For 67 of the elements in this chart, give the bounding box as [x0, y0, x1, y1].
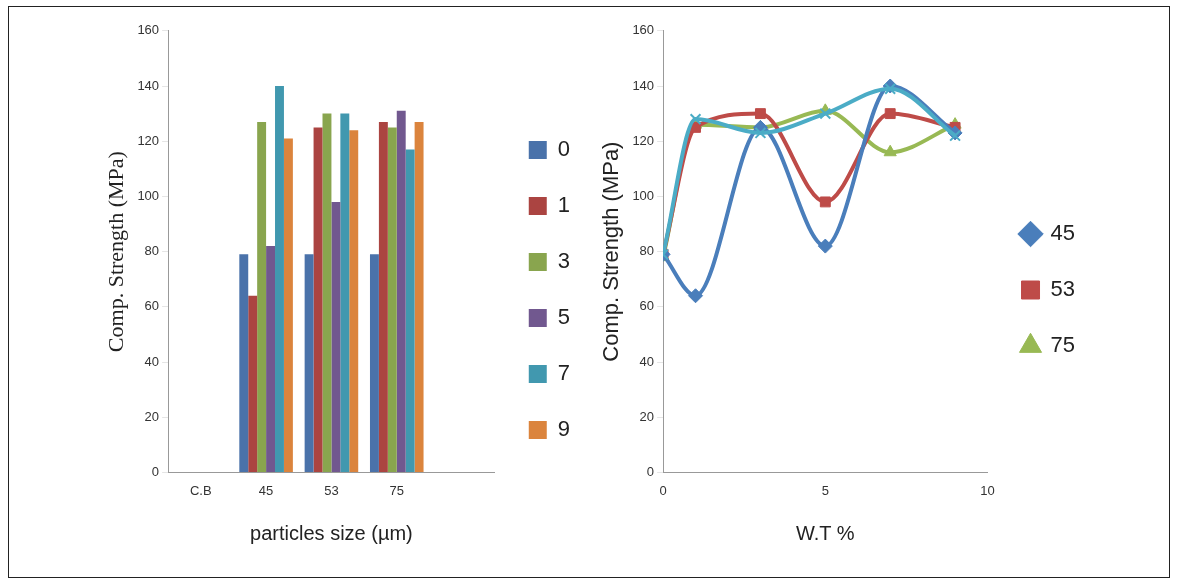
y-tick-label: 120 [137, 132, 160, 148]
legend-label: 1 [557, 192, 571, 218]
y-tick-label: 120 [632, 132, 655, 148]
y-tick-label: 20 [639, 408, 655, 424]
y-tick-label: 140 [632, 77, 655, 93]
legend-label: 53 [1050, 276, 1076, 302]
bar [340, 113, 350, 472]
point [754, 108, 766, 120]
legend-label: 3 [557, 248, 571, 274]
y-axis-title: Comp. Strength (MPa) [102, 151, 128, 353]
legend-label: 0 [557, 136, 571, 162]
y-tick-label: 80 [639, 243, 655, 259]
point [884, 108, 896, 120]
y-tick-label: 20 [144, 408, 160, 424]
y-tick-label: 40 [639, 353, 655, 369]
x-tick-label: 45 [258, 482, 274, 498]
legend-label: 75 [1050, 332, 1076, 358]
point [817, 238, 833, 254]
y-tick-label: 0 [151, 463, 160, 479]
legend-label: 7 [557, 360, 571, 386]
y-tick-label: 60 [639, 298, 655, 314]
bar [349, 130, 359, 472]
y-tick-label: 140 [137, 77, 160, 93]
x-tick-label: 0 [659, 482, 667, 498]
point [689, 113, 702, 126]
bar [239, 254, 249, 472]
bar [313, 127, 323, 472]
legend-label: 45 [1050, 220, 1076, 246]
y-tick-label: 100 [137, 187, 160, 203]
bar [248, 295, 258, 472]
x-axis-title: particles size (µm) [250, 521, 413, 544]
legend-label: 9 [557, 416, 571, 442]
x-tick-label: C.B [189, 482, 212, 498]
bar [396, 110, 406, 472]
bar [405, 149, 415, 472]
y-tick-label: 80 [144, 243, 160, 259]
bar [369, 254, 379, 472]
point [819, 107, 832, 120]
bar [257, 121, 267, 472]
y-tick-label: 160 [137, 22, 160, 38]
bar [378, 121, 388, 472]
legend-label: 5 [557, 304, 571, 330]
bar [387, 127, 397, 472]
y-tick-label: 40 [144, 353, 160, 369]
point [688, 288, 704, 304]
bar [304, 254, 314, 472]
bar [283, 138, 293, 472]
point [884, 82, 897, 95]
bar [414, 121, 424, 472]
point [949, 129, 962, 142]
y-tick-label: 160 [632, 22, 655, 38]
x-axis-title: W.T % [796, 521, 855, 544]
bar [322, 113, 332, 472]
point [819, 196, 831, 208]
bar [275, 86, 284, 472]
x-tick-label: 10 [980, 482, 995, 498]
point [754, 126, 767, 139]
x-tick-label: 53 [324, 482, 339, 498]
bar [331, 201, 341, 472]
y-tick-label: 0 [646, 463, 655, 479]
x-tick-label: 5 [821, 482, 829, 498]
y-tick-label: 100 [632, 187, 655, 203]
x-tick-label: 75 [389, 482, 404, 498]
y-tick-label: 60 [144, 298, 160, 314]
y-axis-title: Comp. Strength (MPa) [598, 141, 624, 362]
bar [266, 246, 276, 472]
point [883, 144, 897, 157]
